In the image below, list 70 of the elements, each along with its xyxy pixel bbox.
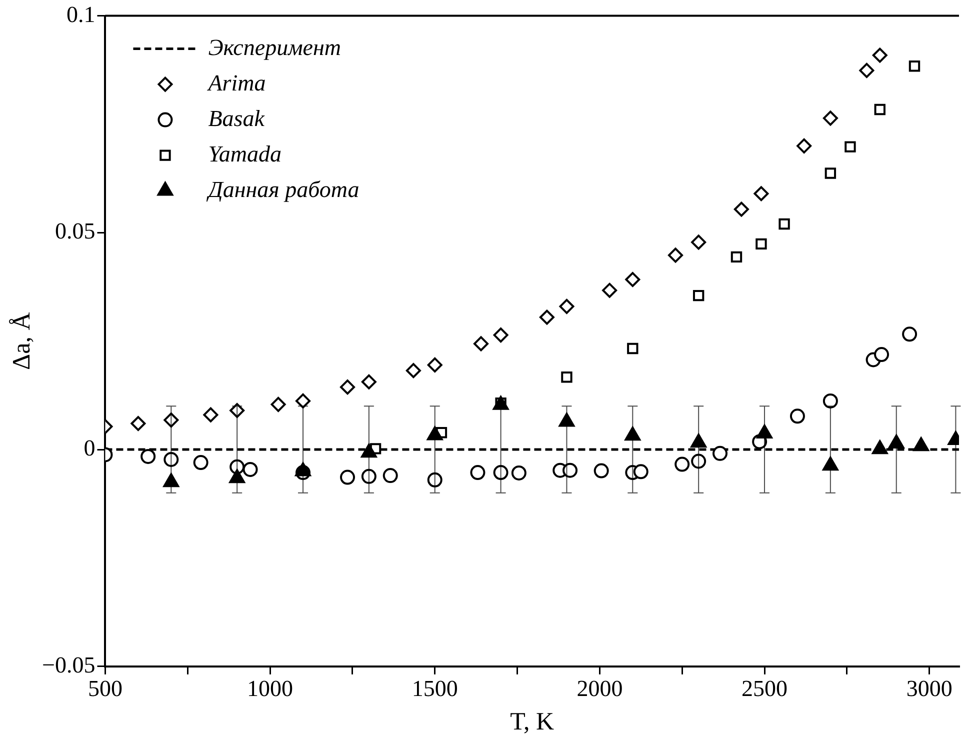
point <box>712 446 728 461</box>
point <box>778 218 790 230</box>
x-tick-label: 1500 <box>412 676 458 702</box>
y-tick-label: −0.05 <box>42 652 96 678</box>
point <box>756 238 767 250</box>
y-axis-title: Δa, Å <box>8 312 36 370</box>
point <box>406 363 421 378</box>
point <box>140 448 156 464</box>
point <box>822 110 838 126</box>
point <box>193 455 208 470</box>
point <box>470 465 486 480</box>
point <box>539 310 554 325</box>
point <box>296 393 311 408</box>
point <box>844 141 856 152</box>
legend-label: Basak <box>208 106 266 131</box>
legend-label: Arima <box>206 70 266 96</box>
point <box>340 470 356 485</box>
point <box>627 342 638 354</box>
point <box>203 407 218 422</box>
point <box>594 463 609 478</box>
point <box>242 462 258 477</box>
point <box>474 336 489 352</box>
point <box>340 380 356 395</box>
point <box>674 456 690 472</box>
x-tick-label: 3000 <box>906 676 952 702</box>
point <box>427 472 442 488</box>
point <box>559 298 574 314</box>
legend-label: Yamada <box>208 141 282 166</box>
x-tick-label: 1000 <box>247 676 294 702</box>
point <box>859 62 874 78</box>
x-tick-label: 2500 <box>742 676 788 702</box>
point <box>493 465 508 480</box>
point <box>633 464 648 480</box>
point <box>625 272 640 288</box>
point <box>493 328 508 343</box>
point <box>511 465 526 480</box>
point <box>130 416 146 432</box>
point <box>361 468 376 484</box>
point <box>382 468 398 484</box>
point <box>270 396 286 412</box>
point <box>796 138 812 154</box>
point <box>874 104 886 116</box>
point <box>427 357 442 372</box>
point <box>874 347 890 362</box>
point <box>361 374 376 390</box>
x-axis-title: T, K <box>510 708 554 736</box>
point <box>790 408 805 424</box>
legend-label: Эксперимент <box>208 34 341 60</box>
point <box>668 248 684 263</box>
point <box>692 290 704 302</box>
point <box>691 234 706 250</box>
point <box>562 462 578 478</box>
point <box>691 454 706 469</box>
point <box>908 60 920 72</box>
point <box>561 372 572 383</box>
point <box>730 251 742 263</box>
point <box>822 393 838 408</box>
point <box>164 452 179 468</box>
point <box>754 186 769 202</box>
point <box>902 326 918 342</box>
point <box>872 48 888 63</box>
point <box>602 282 618 298</box>
y-tick-label: 0 <box>84 436 96 461</box>
y-tick-label: 0.1 <box>66 2 96 27</box>
x-tick-label: 500 <box>88 676 122 702</box>
x-tick-label: 2000 <box>576 676 623 702</box>
point <box>734 202 749 217</box>
y-tick-label: 0.05 <box>54 218 96 244</box>
legend-label: Данная работа <box>206 176 360 202</box>
point <box>824 168 836 179</box>
